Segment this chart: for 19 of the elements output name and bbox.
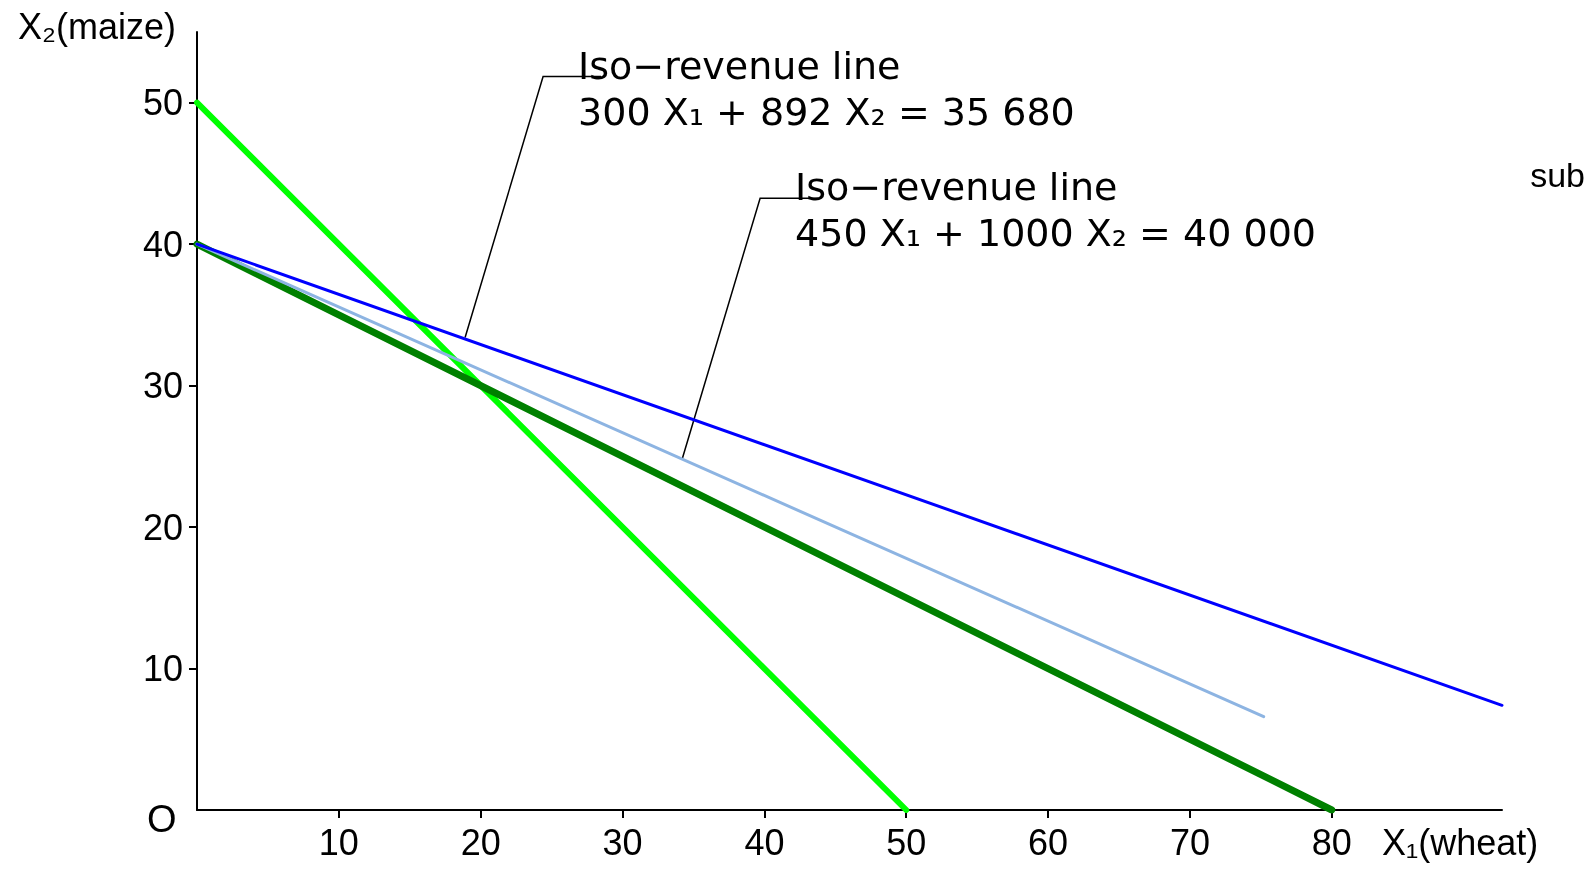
y-tick-label: 10 xyxy=(142,648,183,690)
y-tick-label: 20 xyxy=(142,506,183,548)
text: O xyxy=(147,798,177,840)
x-tick-label: 80 xyxy=(1311,821,1352,863)
y-tick-label: 50 xyxy=(142,82,183,124)
annotation: Iso−revenue line 300 X₁ + 892 X₂ = 35 680 xyxy=(578,43,1075,134)
y-tick-label: 40 xyxy=(142,223,183,265)
annotation: Iso−revenue line 450 X₁ + 1000 X₂ = 40 000 xyxy=(795,165,1317,256)
x-tick-label: 70 xyxy=(1169,821,1210,863)
x-axis-title: X₁(wheat) xyxy=(1382,821,1539,863)
y-axis-title: X₂(maize) xyxy=(18,5,176,47)
text: sub xyxy=(1530,156,1586,194)
x-tick-label: 60 xyxy=(1028,821,1069,863)
x-tick-label: 30 xyxy=(602,821,643,863)
x-tick-label: 10 xyxy=(318,821,359,863)
x-tick-label: 20 xyxy=(460,821,501,863)
x-tick-label: 40 xyxy=(744,821,785,863)
y-tick-label: 30 xyxy=(142,365,183,407)
x-tick-label: 50 xyxy=(886,821,927,863)
